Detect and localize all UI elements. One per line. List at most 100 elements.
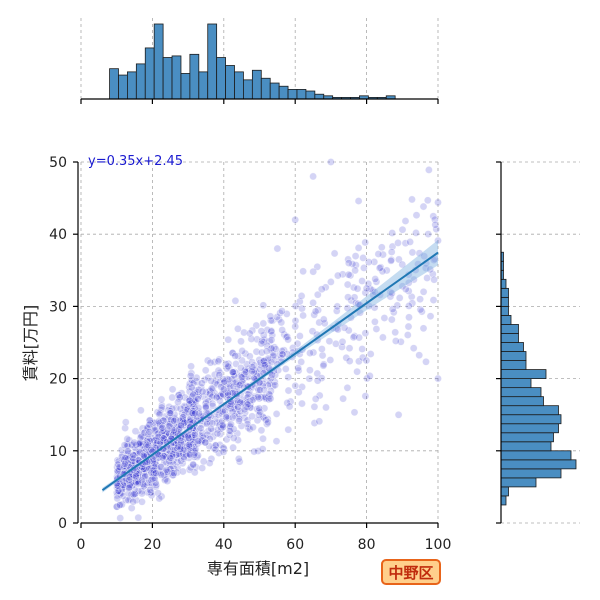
scatter-point: [265, 390, 274, 398]
scatter-point: [291, 381, 300, 390]
x-histogram-bar: [296, 89, 307, 100]
scatter-point: [237, 337, 245, 346]
scatter-point: [338, 270, 347, 279]
scatter-point: [192, 373, 201, 382]
scatter-point: [174, 398, 182, 406]
scatter-point: [219, 448, 228, 456]
scatter-point: [277, 307, 286, 315]
scatter-point: [334, 325, 342, 334]
y-histogram-bar: [500, 296, 509, 307]
scatter-point: [267, 327, 276, 336]
scatter-point: [266, 394, 275, 403]
scatter-point: [394, 410, 403, 419]
scatter-point: [234, 402, 242, 411]
scatter-point: [254, 393, 262, 402]
scatter-point: [174, 442, 183, 451]
scatter-point: [310, 402, 319, 411]
scatter-point: [156, 463, 165, 472]
x-tick-label: 60: [286, 537, 304, 553]
scatter-point: [297, 291, 306, 300]
scatter-point: [350, 293, 359, 302]
scatter-point: [205, 459, 214, 467]
scatter-point: [354, 243, 363, 252]
scatter-point: [343, 383, 352, 392]
scatter-point: [288, 343, 297, 352]
y-histogram-bar: [500, 396, 544, 407]
scatter-point: [121, 459, 129, 468]
scatter-point: [284, 335, 292, 344]
scatter-point: [176, 404, 185, 413]
scatter-point: [343, 280, 352, 289]
scatter-point: [266, 312, 275, 321]
scatter-point: [313, 376, 322, 385]
scatter-point: [188, 409, 197, 417]
scatter-point: [185, 396, 194, 405]
scatter-point: [408, 195, 416, 204]
scatter-point: [240, 370, 249, 379]
scatter-point: [178, 467, 187, 476]
scatter-point: [124, 496, 133, 504]
y-histogram-bar: [500, 315, 512, 325]
scatter-point: [234, 454, 243, 463]
scatter-point: [394, 238, 402, 247]
scatter-point: [404, 322, 413, 331]
scatter-point: [243, 400, 252, 409]
scatter-point: [254, 447, 262, 455]
scatter-point: [405, 313, 413, 322]
scatter-point: [398, 260, 407, 269]
scatter-point: [291, 322, 300, 331]
scatter-point: [299, 267, 307, 276]
scatter-point: [228, 407, 237, 416]
scatter-point: [137, 476, 146, 485]
scatter-point: [123, 434, 132, 443]
scatter-point: [421, 264, 430, 272]
y-tick-label: 40: [49, 227, 67, 243]
scatter-point: [358, 345, 367, 353]
scatter-point: [166, 407, 175, 415]
scatter-point: [338, 337, 347, 346]
x-tick-label: 40: [215, 537, 233, 553]
scatter-point: [340, 323, 349, 332]
scatter-point: [219, 443, 228, 452]
scatter-point: [259, 319, 268, 328]
scatter-point: [203, 430, 212, 439]
scatter-point: [122, 496, 130, 505]
scatter-point: [144, 430, 153, 438]
scatter-point: [259, 301, 268, 310]
scatter-point: [194, 437, 203, 445]
scatter-point: [163, 477, 172, 485]
scatter-point: [234, 352, 242, 360]
scatter-point: [169, 469, 178, 478]
scatter-point: [350, 408, 359, 417]
scatter-point: [248, 412, 256, 421]
scatter-point: [310, 419, 319, 427]
scatter-point: [375, 264, 384, 272]
scatter-point: [355, 333, 363, 342]
scatter-point: [206, 358, 215, 367]
scatter-point: [203, 356, 212, 365]
scatter-point: [387, 256, 395, 265]
scatter-point: [271, 345, 280, 353]
x-histogram-bar: [171, 55, 182, 100]
scatter-point: [224, 362, 232, 371]
x-histogram-bar: [243, 79, 253, 100]
scatter-point: [299, 311, 307, 320]
scatter-point: [227, 420, 235, 429]
scatter-point: [353, 367, 361, 376]
scatter-point: [130, 438, 139, 447]
scatter-point: [362, 356, 371, 365]
scatter-point: [267, 335, 276, 344]
scatter-point: [309, 298, 317, 307]
scatter-point: [145, 420, 154, 429]
x-histogram-bar: [135, 63, 146, 100]
scatter-point: [416, 295, 424, 304]
scatter-point: [256, 408, 264, 417]
scatter-point: [191, 409, 200, 418]
scatter-point: [201, 438, 210, 447]
y-histogram-bar: [500, 468, 562, 479]
scatter-point: [198, 428, 207, 437]
scatter-point: [420, 252, 429, 261]
scatter-point: [305, 366, 314, 375]
scatter-point: [116, 514, 125, 522]
scatter-point: [214, 357, 223, 366]
